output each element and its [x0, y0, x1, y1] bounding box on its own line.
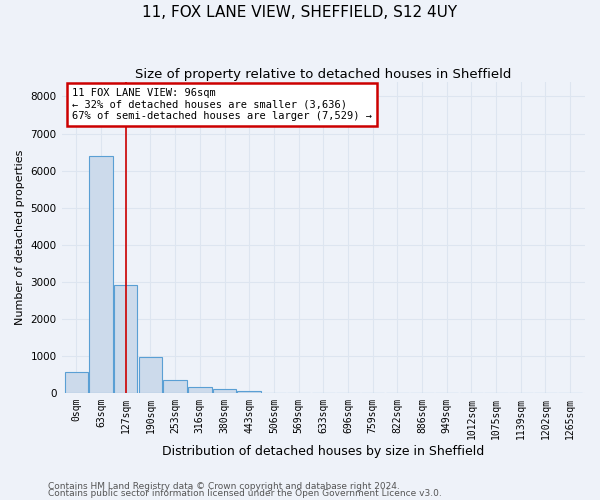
Text: Contains public sector information licensed under the Open Government Licence v3: Contains public sector information licen…	[48, 490, 442, 498]
Y-axis label: Number of detached properties: Number of detached properties	[15, 150, 25, 325]
Bar	[188, 387, 212, 393]
Title: Size of property relative to detached houses in Sheffield: Size of property relative to detached ho…	[135, 68, 511, 80]
Text: 11, FOX LANE VIEW, SHEFFIELD, S12 4UY: 11, FOX LANE VIEW, SHEFFIELD, S12 4UY	[142, 5, 458, 20]
Bar	[213, 390, 236, 393]
Bar	[139, 357, 162, 393]
Text: 11 FOX LANE VIEW: 96sqm
← 32% of detached houses are smaller (3,636)
67% of semi: 11 FOX LANE VIEW: 96sqm ← 32% of detache…	[72, 88, 372, 121]
X-axis label: Distribution of detached houses by size in Sheffield: Distribution of detached houses by size …	[162, 444, 484, 458]
Bar	[163, 380, 187, 393]
Bar	[238, 390, 261, 393]
Text: Contains HM Land Registry data © Crown copyright and database right 2024.: Contains HM Land Registry data © Crown c…	[48, 482, 400, 491]
Bar	[114, 284, 137, 393]
Bar	[65, 372, 88, 393]
Bar	[89, 156, 113, 393]
